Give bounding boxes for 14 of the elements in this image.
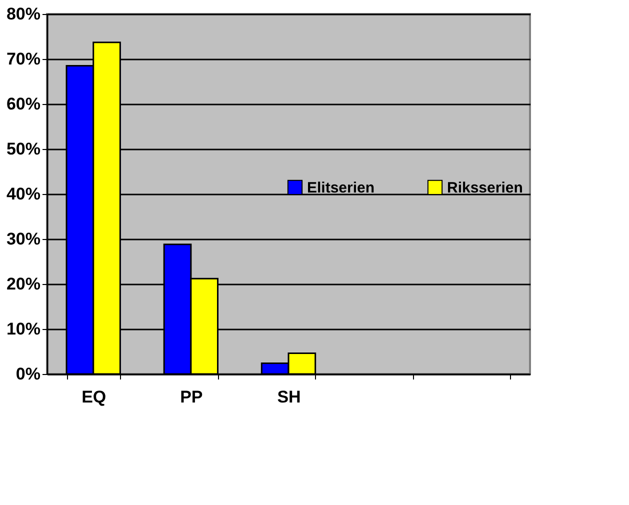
x-tick-label: PP <box>180 388 203 406</box>
y-tick-label: 30% <box>6 230 40 248</box>
y-tick-label: 40% <box>6 184 40 204</box>
y-tick-label: 20% <box>6 274 40 294</box>
y-tick-label: 80% <box>6 4 40 24</box>
y-tick-label: 0% <box>16 364 40 384</box>
y-tick-label: 50% <box>6 140 40 158</box>
legend-label: Elitserien <box>307 179 375 196</box>
y-tick-label: 10% <box>6 320 40 338</box>
y-tick-label: 60% <box>6 94 40 114</box>
x-tick-label: SH <box>277 388 301 406</box>
y-tick-label: 70% <box>6 50 40 68</box>
legend-label: Riksserien <box>447 179 523 196</box>
x-tick-label: EQ <box>82 388 106 406</box>
